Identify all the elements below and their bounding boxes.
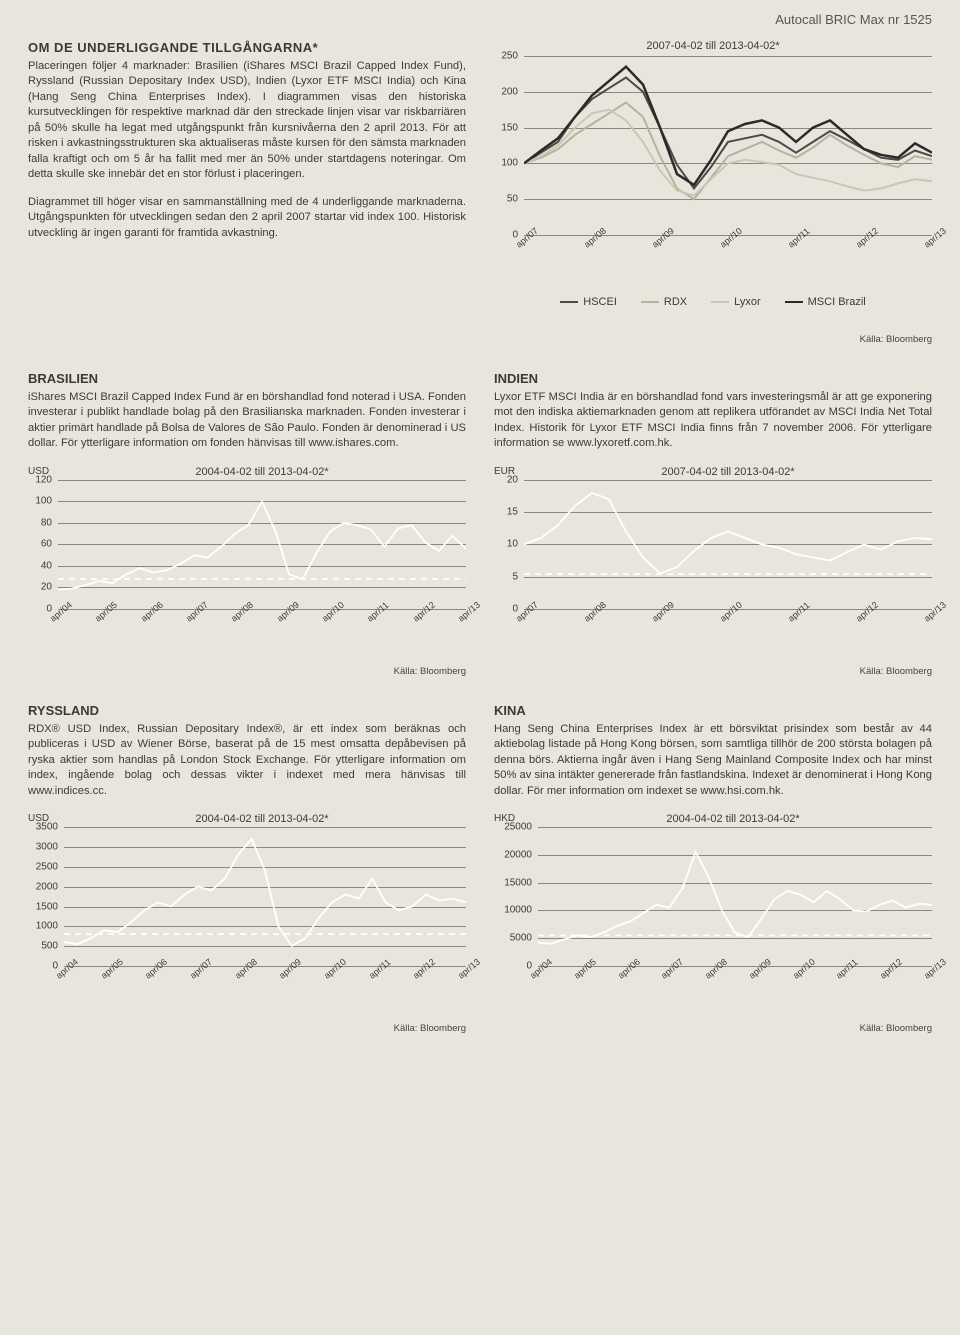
kina-chart-block: HKD 2004-04-02 till 2013-04-02* 05000100… xyxy=(494,813,932,1034)
ryssland-chart-title: 2004-04-02 till 2013-04-02* xyxy=(58,813,466,825)
indien-source: Källa: Bloomberg xyxy=(494,666,932,677)
y-tick: 80 xyxy=(41,517,52,528)
y-tick: 200 xyxy=(501,86,518,97)
y-tick: 250 xyxy=(501,51,518,62)
y-tick: 20 xyxy=(41,582,52,593)
main-chart-block: 2007-04-02 till 2013-04-02* 050100150200… xyxy=(494,40,932,345)
brasilien-para: iShares MSCI Brazil Capped Index Fund är… xyxy=(28,390,466,452)
y-tick: 10000 xyxy=(504,905,532,916)
indien-col: INDIEN Lyxor ETF MSCI India är en börsha… xyxy=(494,371,932,677)
y-tick: 3000 xyxy=(36,841,58,852)
underlying-assets-heading: OM DE UNDERLIGGANDE TILLGÅNGARNA* xyxy=(28,40,466,55)
y-tick: 1000 xyxy=(36,921,58,932)
ryssland-heading: RYSSLAND xyxy=(28,703,466,718)
doc-header-right: Autocall BRIC Max nr 1525 xyxy=(775,12,932,27)
main-chart-legend: HSCEI RDX Lyxor MSCI Brazil xyxy=(494,296,932,308)
y-tick: 60 xyxy=(41,539,52,550)
y-tick: 5 xyxy=(512,571,518,582)
kina-source: Källa: Bloomberg xyxy=(494,1023,932,1034)
brasilien-col: BRASILIEN iShares MSCI Brazil Capped Ind… xyxy=(28,371,466,677)
ryssland-chart: 0500100015002000250030003500 apr/04apr/0… xyxy=(28,827,466,997)
y-tick: 15 xyxy=(507,507,518,518)
y-tick: 10 xyxy=(507,539,518,550)
y-tick: 5000 xyxy=(510,933,532,944)
indien-chart-block: EUR 2007-04-02 till 2013-04-02* 05101520… xyxy=(494,466,932,677)
kina-chart-title: 2004-04-02 till 2013-04-02* xyxy=(534,813,932,825)
y-tick: 50 xyxy=(507,194,518,205)
legend-item: MSCI Brazil xyxy=(785,296,866,308)
legend-item: Lyxor xyxy=(711,296,761,308)
y-tick: 1500 xyxy=(36,901,58,912)
kina-para: Hang Seng China Enterprises Index är ett… xyxy=(494,722,932,799)
y-tick: 150 xyxy=(501,122,518,133)
legend-item: HSCEI xyxy=(560,296,617,308)
top-left-text: OM DE UNDERLIGGANDE TILLGÅNGARNA* Placer… xyxy=(28,40,466,345)
brasilien-heading: BRASILIEN xyxy=(28,371,466,386)
ryssland-para: RDX® USD Index, Russian Depositary Index… xyxy=(28,722,466,799)
brasilien-source: Källa: Bloomberg xyxy=(28,666,466,677)
underlying-assets-para1: Placeringen följer 4 marknader: Brasilie… xyxy=(28,59,466,183)
top-section: OM DE UNDERLIGGANDE TILLGÅNGARNA* Placer… xyxy=(28,40,932,345)
indien-chart: 05101520 apr/07apr/08apr/09apr/10apr/11a… xyxy=(494,480,932,640)
bottom-section: RYSSLAND RDX® USD Index, Russian Deposit… xyxy=(28,703,932,1034)
main-chart: 050100150200250 apr/07apr/08apr/09apr/10… xyxy=(494,56,932,266)
kina-chart: 0500010000150002000025000 apr/04apr/05ap… xyxy=(494,827,932,997)
mid-section: BRASILIEN iShares MSCI Brazil Capped Ind… xyxy=(28,371,932,677)
y-tick: 25000 xyxy=(504,822,532,833)
y-tick: 15000 xyxy=(504,877,532,888)
ryssland-col: RYSSLAND RDX® USD Index, Russian Deposit… xyxy=(28,703,466,1034)
main-chart-source: Källa: Bloomberg xyxy=(494,334,932,345)
y-tick: 40 xyxy=(41,560,52,571)
y-tick: 3500 xyxy=(36,822,58,833)
y-tick: 500 xyxy=(41,941,58,952)
y-tick: 20 xyxy=(507,474,518,485)
underlying-assets-para2: Diagrammet till höger visar en sammanstä… xyxy=(28,195,466,241)
indien-chart-title: 2007-04-02 till 2013-04-02* xyxy=(524,466,932,478)
brasilien-chart-title: 2004-04-02 till 2013-04-02* xyxy=(58,466,466,478)
y-tick: 2000 xyxy=(36,881,58,892)
kina-heading: KINA xyxy=(494,703,932,718)
legend-item: RDX xyxy=(641,296,687,308)
main-chart-title: 2007-04-02 till 2013-04-02* xyxy=(494,40,932,52)
y-tick: 2500 xyxy=(36,861,58,872)
y-tick: 20000 xyxy=(504,849,532,860)
indien-para: Lyxor ETF MSCI India är en börshandlad f… xyxy=(494,390,932,452)
kina-col: KINA Hang Seng China Enterprises Index ä… xyxy=(494,703,932,1034)
y-tick: 100 xyxy=(35,496,52,507)
y-tick: 120 xyxy=(35,474,52,485)
ryssland-chart-block: USD 2004-04-02 till 2013-04-02* 05001000… xyxy=(28,813,466,1034)
brasilien-chart-block: USD 2004-04-02 till 2013-04-02* 02040608… xyxy=(28,466,466,677)
ryssland-source: Källa: Bloomberg xyxy=(28,1023,466,1034)
indien-heading: INDIEN xyxy=(494,371,932,386)
y-tick: 100 xyxy=(501,158,518,169)
brasilien-chart: 020406080100120 apr/04apr/05apr/06apr/07… xyxy=(28,480,466,640)
